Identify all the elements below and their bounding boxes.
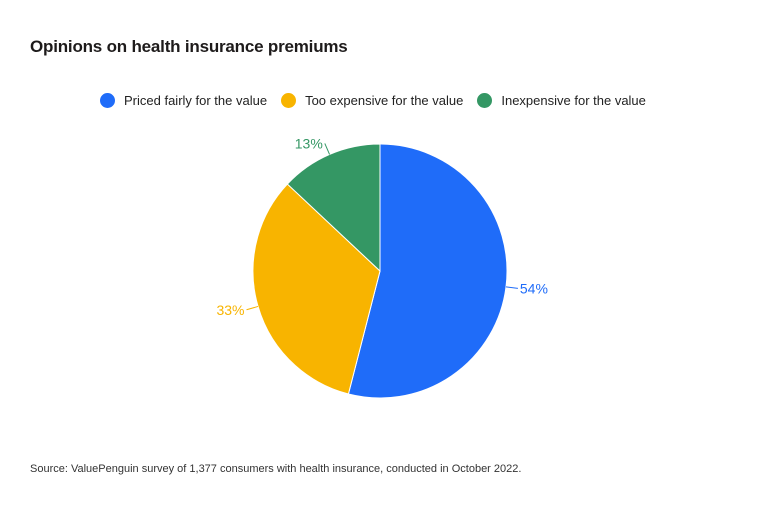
leader-line-too-expensive-for-the-value bbox=[246, 305, 259, 311]
pie-data-labels: 54% 33% 13% bbox=[216, 135, 547, 317]
legend-label-inexpensive: Inexpensive for the value bbox=[501, 92, 646, 108]
legend-swatch-too-expensive bbox=[281, 92, 297, 108]
leader-line-inexpensive-for-the-value bbox=[324, 143, 331, 155]
pie-leader-lines bbox=[246, 143, 518, 311]
chart-title: Opinions on health insurance premiums bbox=[30, 37, 348, 56]
leader-line-priced-fairly-for-the-value bbox=[505, 286, 518, 289]
legend-item-priced-fairly: Priced fairly for the value bbox=[100, 92, 268, 108]
legend-swatch-inexpensive bbox=[477, 92, 493, 108]
pie-slice-too-expensive-for-the-value bbox=[252, 183, 381, 395]
legend-item-inexpensive: Inexpensive for the value bbox=[477, 92, 646, 108]
legend-item-too-expensive: Too expensive for the value bbox=[281, 92, 464, 108]
pie-slices bbox=[252, 143, 508, 399]
chart-legend: Priced fairly for the value Too expensiv… bbox=[100, 90, 660, 110]
legend-swatch-priced-fairly bbox=[100, 92, 115, 108]
legend-label-priced-fairly: Priced fairly for the value bbox=[124, 92, 268, 108]
data-label-too-expensive-for-the-value: 33% bbox=[216, 302, 244, 318]
legend-label-too-expensive: Too expensive for the value bbox=[305, 92, 464, 108]
data-label-priced-fairly-for-the-value: 54% bbox=[520, 280, 548, 296]
source-note: Source: ValuePenguin survey of 1,377 con… bbox=[30, 463, 522, 475]
data-label-inexpensive-for-the-value: 13% bbox=[295, 135, 323, 151]
